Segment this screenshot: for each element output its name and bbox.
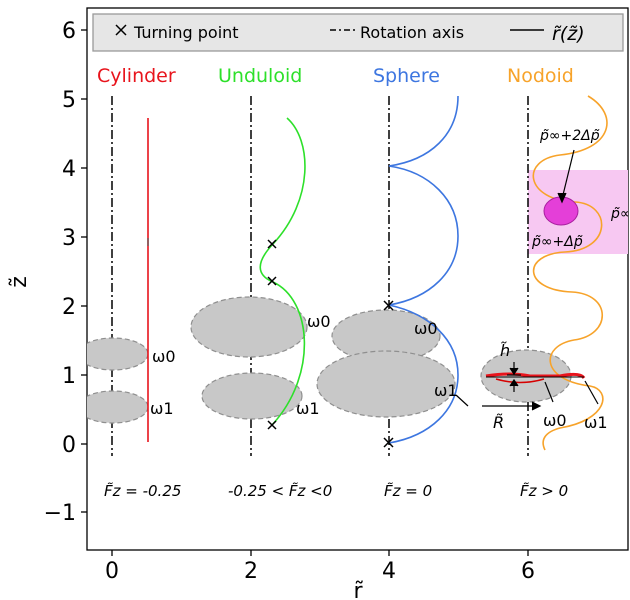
label-unduloid-omega0: ω0 <box>307 312 331 331</box>
plot-frame <box>86 7 629 551</box>
drop-cylinder-omega0 <box>87 337 149 371</box>
drop-cylinder-omega1 <box>87 390 149 424</box>
label-unduloid-omega1: ω1 <box>296 399 320 418</box>
label-p-inf: p̃∞ <box>610 206 630 222</box>
condition-sphere: F̃z = 0 <box>384 481 432 500</box>
sphere-profile <box>388 95 459 444</box>
category-sphere: Sphere <box>373 65 440 87</box>
legend-rotation-axis: Rotation axis <box>360 23 464 42</box>
tp-sphere-2 <box>383 437 394 448</box>
label-p-inf-dp: p̃∞+Δp̃ <box>531 234 583 250</box>
label-cylinder-omega1: ω1 <box>150 399 174 418</box>
y-tick-label: −1 <box>44 501 76 526</box>
condition-nodoid: F̃z > 0 <box>520 481 568 500</box>
label-nodoid-omega0: ω0 <box>543 411 567 430</box>
condition-cylinder: F̃z = -0.25 <box>104 481 181 500</box>
legend-box <box>92 13 624 52</box>
y-tick-label: 5 <box>62 88 76 113</box>
x-tick-label: 2 <box>244 559 258 584</box>
y-tick-label: 0 <box>62 433 76 458</box>
y-tick-label: 1 <box>62 364 76 389</box>
label-sphere-omega1: ω1 <box>434 381 458 400</box>
drop-unduloid-omega1 <box>201 372 303 420</box>
x-tick-label: 0 <box>105 559 119 584</box>
label-p-inf-2dp: p̃∞+2Δp̃ <box>539 128 600 144</box>
drop-sphere-omega1 <box>316 350 456 418</box>
annotation-arrows <box>455 149 599 411</box>
turning-points <box>267 239 394 448</box>
x-tick-labels: 0 2 4 6 <box>105 559 535 584</box>
label-nodoid-omega1: ω1 <box>584 413 608 432</box>
nodoid-profile <box>532 95 608 451</box>
y-tick-label: 3 <box>62 226 76 251</box>
label-cylinder-omega0: ω0 <box>152 347 176 366</box>
x-tick-label: 4 <box>382 559 396 584</box>
drop-unduloid-omega0 <box>190 296 308 358</box>
rotation-axes <box>111 96 529 456</box>
tp-sphere-1 <box>383 300 394 311</box>
x-ticks <box>111 550 529 556</box>
condition-unduloid: -0.25 < F̃z <0 <box>228 481 332 500</box>
nodoid-contact-lower <box>495 378 545 384</box>
y-ticks <box>81 29 87 513</box>
label-R: R̃ <box>493 413 504 432</box>
category-nodoid: Nodoid <box>507 65 574 87</box>
nodoid-contact <box>485 372 586 380</box>
label-h: h̃ <box>500 341 510 360</box>
tp-unduloid-1 <box>267 239 277 249</box>
legend-turning-point: Turning point <box>133 23 239 42</box>
tp-unduloid-2 <box>267 276 277 286</box>
legend-profile: r̃(z̃) <box>552 23 585 45</box>
x-tick-label: 6 <box>521 559 535 584</box>
legend-cross-icon <box>115 24 127 36</box>
legend: Turning point Rotation axis r̃(z̃) <box>115 23 585 45</box>
drops <box>87 296 572 424</box>
category-unduloid: Unduloid <box>218 65 302 87</box>
unduloid-profile <box>259 117 306 426</box>
tp-unduloid-3 <box>267 420 277 430</box>
y-tick-label: 6 <box>62 19 76 44</box>
y-tick-labels: −1 0 1 2 3 4 5 6 <box>44 19 76 526</box>
label-sphere-omega0: ω0 <box>414 319 438 338</box>
y-tick-label: 2 <box>62 295 76 320</box>
y-axis-label: z̃ <box>7 276 32 288</box>
category-cylinder: Cylinder <box>97 65 176 87</box>
y-tick-label: 4 <box>62 157 76 182</box>
x-axis-label: r̃ <box>353 579 363 600</box>
